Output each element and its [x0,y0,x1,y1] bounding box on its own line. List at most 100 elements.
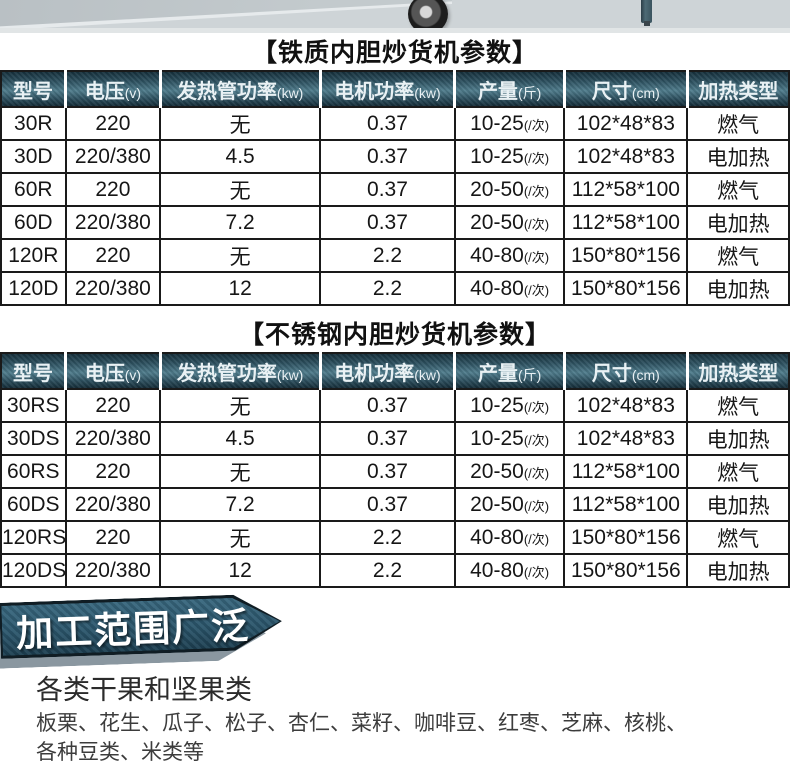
table-header-row: 型号 电压(v) 发热管功率(kw) 电机功率(kw) 产量(斤) 尺寸(cm) 加热类型 [0,352,790,390]
cell-voltage: 220/380 [64,271,162,306]
cell-motor_power: 2.2 [319,520,456,555]
capacity-unit: (/次) [523,150,550,166]
table-body: 30RS 220 无 0.37 10-25(/次) 102*48*83 燃气 30DS 220/… [0,388,790,588]
table-row: 120DS 220/380 12 2.2 40-80(/次) 150*80*156 电加热 [0,553,790,588]
column-header-unit: (v) [124,84,142,101]
nuts-list-line-1: 板栗、花生、瓜子、松子、杏仁、菜籽、咖啡豆、红枣、芝麻、核桃、 [36,712,687,735]
cell-capacity: 20-50(/次) [453,205,566,240]
cell-heater_power: 无 [159,454,322,489]
cell-model: 30D [0,139,67,174]
cell-size: 150*80*156 [563,238,689,273]
cell-motor_power: 0.37 [319,139,456,174]
cell-voltage: 220/380 [64,139,162,174]
cell-model: 120RS [0,520,67,555]
capacity-unit: (/次) [523,465,550,481]
cell-size: 112*58*100 [563,205,689,240]
cell-heater_power: 无 [159,520,322,555]
cell-size: 150*80*156 [563,271,689,306]
cell-heater_power: 无 [159,388,322,423]
cell-voltage: 220 [64,106,162,141]
cell-heating: 电加热 [686,553,790,588]
cell-size: 102*48*83 [563,388,689,423]
column-header-voltage: 电压(v) [64,70,162,108]
cell-heater_power: 7.2 [159,205,322,240]
column-header-size: 尺寸(cm) [562,70,689,108]
column-header-motor_power: 电机功率(kw) [318,352,457,390]
cell-voltage: 220 [64,238,162,273]
capacity-unit: (/次) [523,117,550,133]
cell-heating: 电加热 [686,487,790,522]
cell-motor_power: 0.37 [319,205,456,240]
cell-capacity: 40-80(/次) [453,271,566,306]
banner-arrow-shape: 加工范围广泛 [0,593,283,659]
cell-size: 102*48*83 [563,139,689,174]
column-header-unit: (cm) [631,366,660,383]
table-row: 60RS 220 无 0.37 20-50(/次) 112*58*100 燃气 [0,454,790,489]
cell-size: 150*80*156 [563,553,689,588]
cell-voltage: 220/380 [64,487,162,522]
cell-capacity: 20-50(/次) [453,172,566,207]
cell-motor_power: 2.2 [319,238,456,273]
gas-pipe-tip-icon [644,21,650,26]
cell-capacity: 10-25(/次) [453,421,566,456]
table-header-row: 型号 电压(v) 发热管功率(kw) 电机功率(kw) 产量(斤) 尺寸(cm) 加热类型 [0,70,790,108]
processing-range-banner: 加工范围广泛 [0,596,790,668]
column-header-capacity: 产量(斤) [453,352,566,390]
cell-heating: 燃气 [686,106,790,141]
photo-strip-bottom-band [0,28,790,33]
cell-capacity: 10-25(/次) [453,139,566,174]
cell-voltage: 220/380 [64,205,162,240]
cell-voltage: 220 [64,454,162,489]
cell-heater_power: 无 [159,172,322,207]
column-header-unit: (cm) [631,84,660,101]
cell-size: 112*58*100 [563,172,689,207]
cell-heater_power: 12 [159,271,322,306]
cell-heating: 燃气 [686,172,790,207]
column-header-heater_power: 发热管功率(kw) [158,352,322,390]
table-row: 30R 220 无 0.37 10-25(/次) 102*48*83 燃气 [0,106,790,141]
column-header-unit: (v) [124,366,142,383]
cell-heater_power: 7.2 [159,487,322,522]
column-header-motor_power: 电机功率(kw) [318,70,457,108]
cell-size: 112*58*100 [563,487,689,522]
header-row: 型号 电压(v) 发热管功率(kw) 电机功率(kw) 产量(斤) 尺寸(cm) 加热类型 [0,352,790,390]
cell-capacity: 40-80(/次) [453,520,566,555]
column-header-unit: (kw) [276,84,304,101]
cell-heating: 电加热 [686,271,790,306]
cell-heater_power: 4.5 [159,139,322,174]
cell-motor_power: 2.2 [319,271,456,306]
capacity-unit: (/次) [523,249,550,265]
cell-heater_power: 4.5 [159,421,322,456]
column-header-model: 型号 [0,70,68,108]
cell-size: 102*48*83 [563,421,689,456]
column-header-unit: (斤) [517,84,542,101]
cell-voltage: 220 [64,172,162,207]
table-row: 60D 220/380 7.2 0.37 20-50(/次) 112*58*100 电加热 [0,205,790,240]
cell-motor_power: 2.2 [319,553,456,588]
column-header-heating: 加热类型 [685,352,790,390]
nuts-list-line-2: 各种豆类、米类等 [36,741,204,764]
cell-size: 150*80*156 [563,520,689,555]
iron-liner-table-title: 【铁质内胆炒货机参数】 [251,39,538,67]
cell-heater_power: 无 [159,238,322,273]
table-row: 120R 220 无 2.2 40-80(/次) 150*80*156 燃气 [0,238,790,273]
column-header-unit: (kw) [414,366,441,383]
column-header-unit: (斤) [517,366,542,383]
column-header-capacity: 产量(斤) [453,70,566,108]
table-row: 60DS 220/380 7.2 0.37 20-50(/次) 112*58*100 电加热 [0,487,790,522]
table-row: 120RS 220 无 2.2 40-80(/次) 150*80*156 燃气 [0,520,790,555]
cell-model: 60DS [0,487,67,522]
cell-model: 30RS [0,388,67,423]
nuts-category-heading: 各类干果和坚果类 [36,675,252,705]
cell-model: 120DS [0,553,67,588]
cell-heating: 电加热 [686,421,790,456]
cell-model: 60R [0,172,67,207]
column-header-size: 尺寸(cm) [562,352,689,390]
column-header-heating: 加热类型 [685,70,790,108]
cell-size: 112*58*100 [563,454,689,489]
column-header-heater_power: 发热管功率(kw) [158,70,322,108]
cell-capacity: 40-80(/次) [453,553,566,588]
processing-range-description: 各类干果和坚果类 板栗、花生、瓜子、松子、杏仁、菜籽、咖啡豆、红枣、芝麻、核桃、… [0,668,790,766]
capacity-unit: (/次) [523,183,550,199]
cell-voltage: 220/380 [64,553,162,588]
